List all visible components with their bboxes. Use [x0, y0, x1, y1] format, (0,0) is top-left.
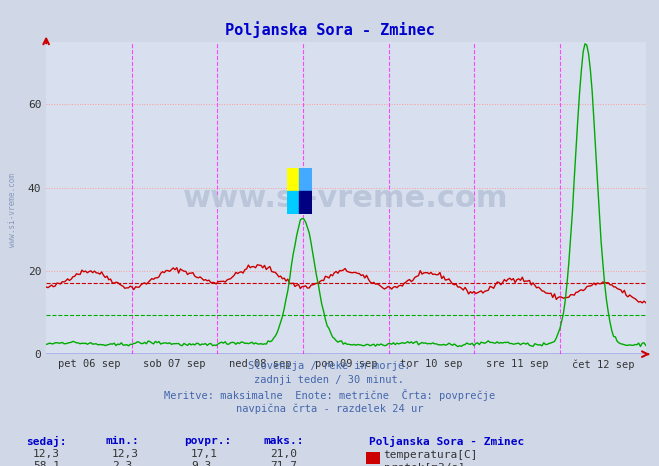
Text: www.si-vreme.com: www.si-vreme.com [8, 173, 17, 247]
Text: 9,3: 9,3 [191, 461, 212, 466]
Text: navpična črta - razdelek 24 ur: navpična črta - razdelek 24 ur [236, 403, 423, 414]
Text: pretok[m3/s]: pretok[m3/s] [384, 463, 465, 466]
Text: zadnji teden / 30 minut.: zadnji teden / 30 minut. [254, 375, 405, 385]
Text: Poljanska Sora - Zminec: Poljanska Sora - Zminec [225, 21, 434, 38]
Bar [299, 168, 312, 191]
Text: maks.:: maks.: [264, 436, 304, 445]
Text: 71,7: 71,7 [270, 461, 297, 466]
Text: povpr.:: povpr.: [185, 436, 232, 445]
Text: Slovenija / reke in morje.: Slovenija / reke in morje. [248, 361, 411, 371]
Text: 2,3: 2,3 [112, 461, 132, 466]
Text: Poljanska Sora - Zminec: Poljanska Sora - Zminec [369, 436, 525, 447]
Bar [366, 452, 380, 464]
Text: sedaj:: sedaj: [26, 436, 67, 447]
Bar [287, 191, 299, 214]
Text: temperatura[C]: temperatura[C] [384, 450, 478, 459]
Text: 58,1: 58,1 [33, 461, 60, 466]
Bar [299, 191, 312, 214]
Text: 12,3: 12,3 [33, 449, 60, 459]
Bar [287, 168, 299, 191]
Text: 17,1: 17,1 [191, 449, 218, 459]
Text: Meritve: maksimalne  Enote: metrične  Črta: povprečje: Meritve: maksimalne Enote: metrične Črta… [164, 389, 495, 401]
Text: 21,0: 21,0 [270, 449, 297, 459]
Text: www.si-vreme.com: www.si-vreme.com [183, 184, 509, 212]
Text: min.:: min.: [105, 436, 139, 445]
Text: 12,3: 12,3 [112, 449, 139, 459]
